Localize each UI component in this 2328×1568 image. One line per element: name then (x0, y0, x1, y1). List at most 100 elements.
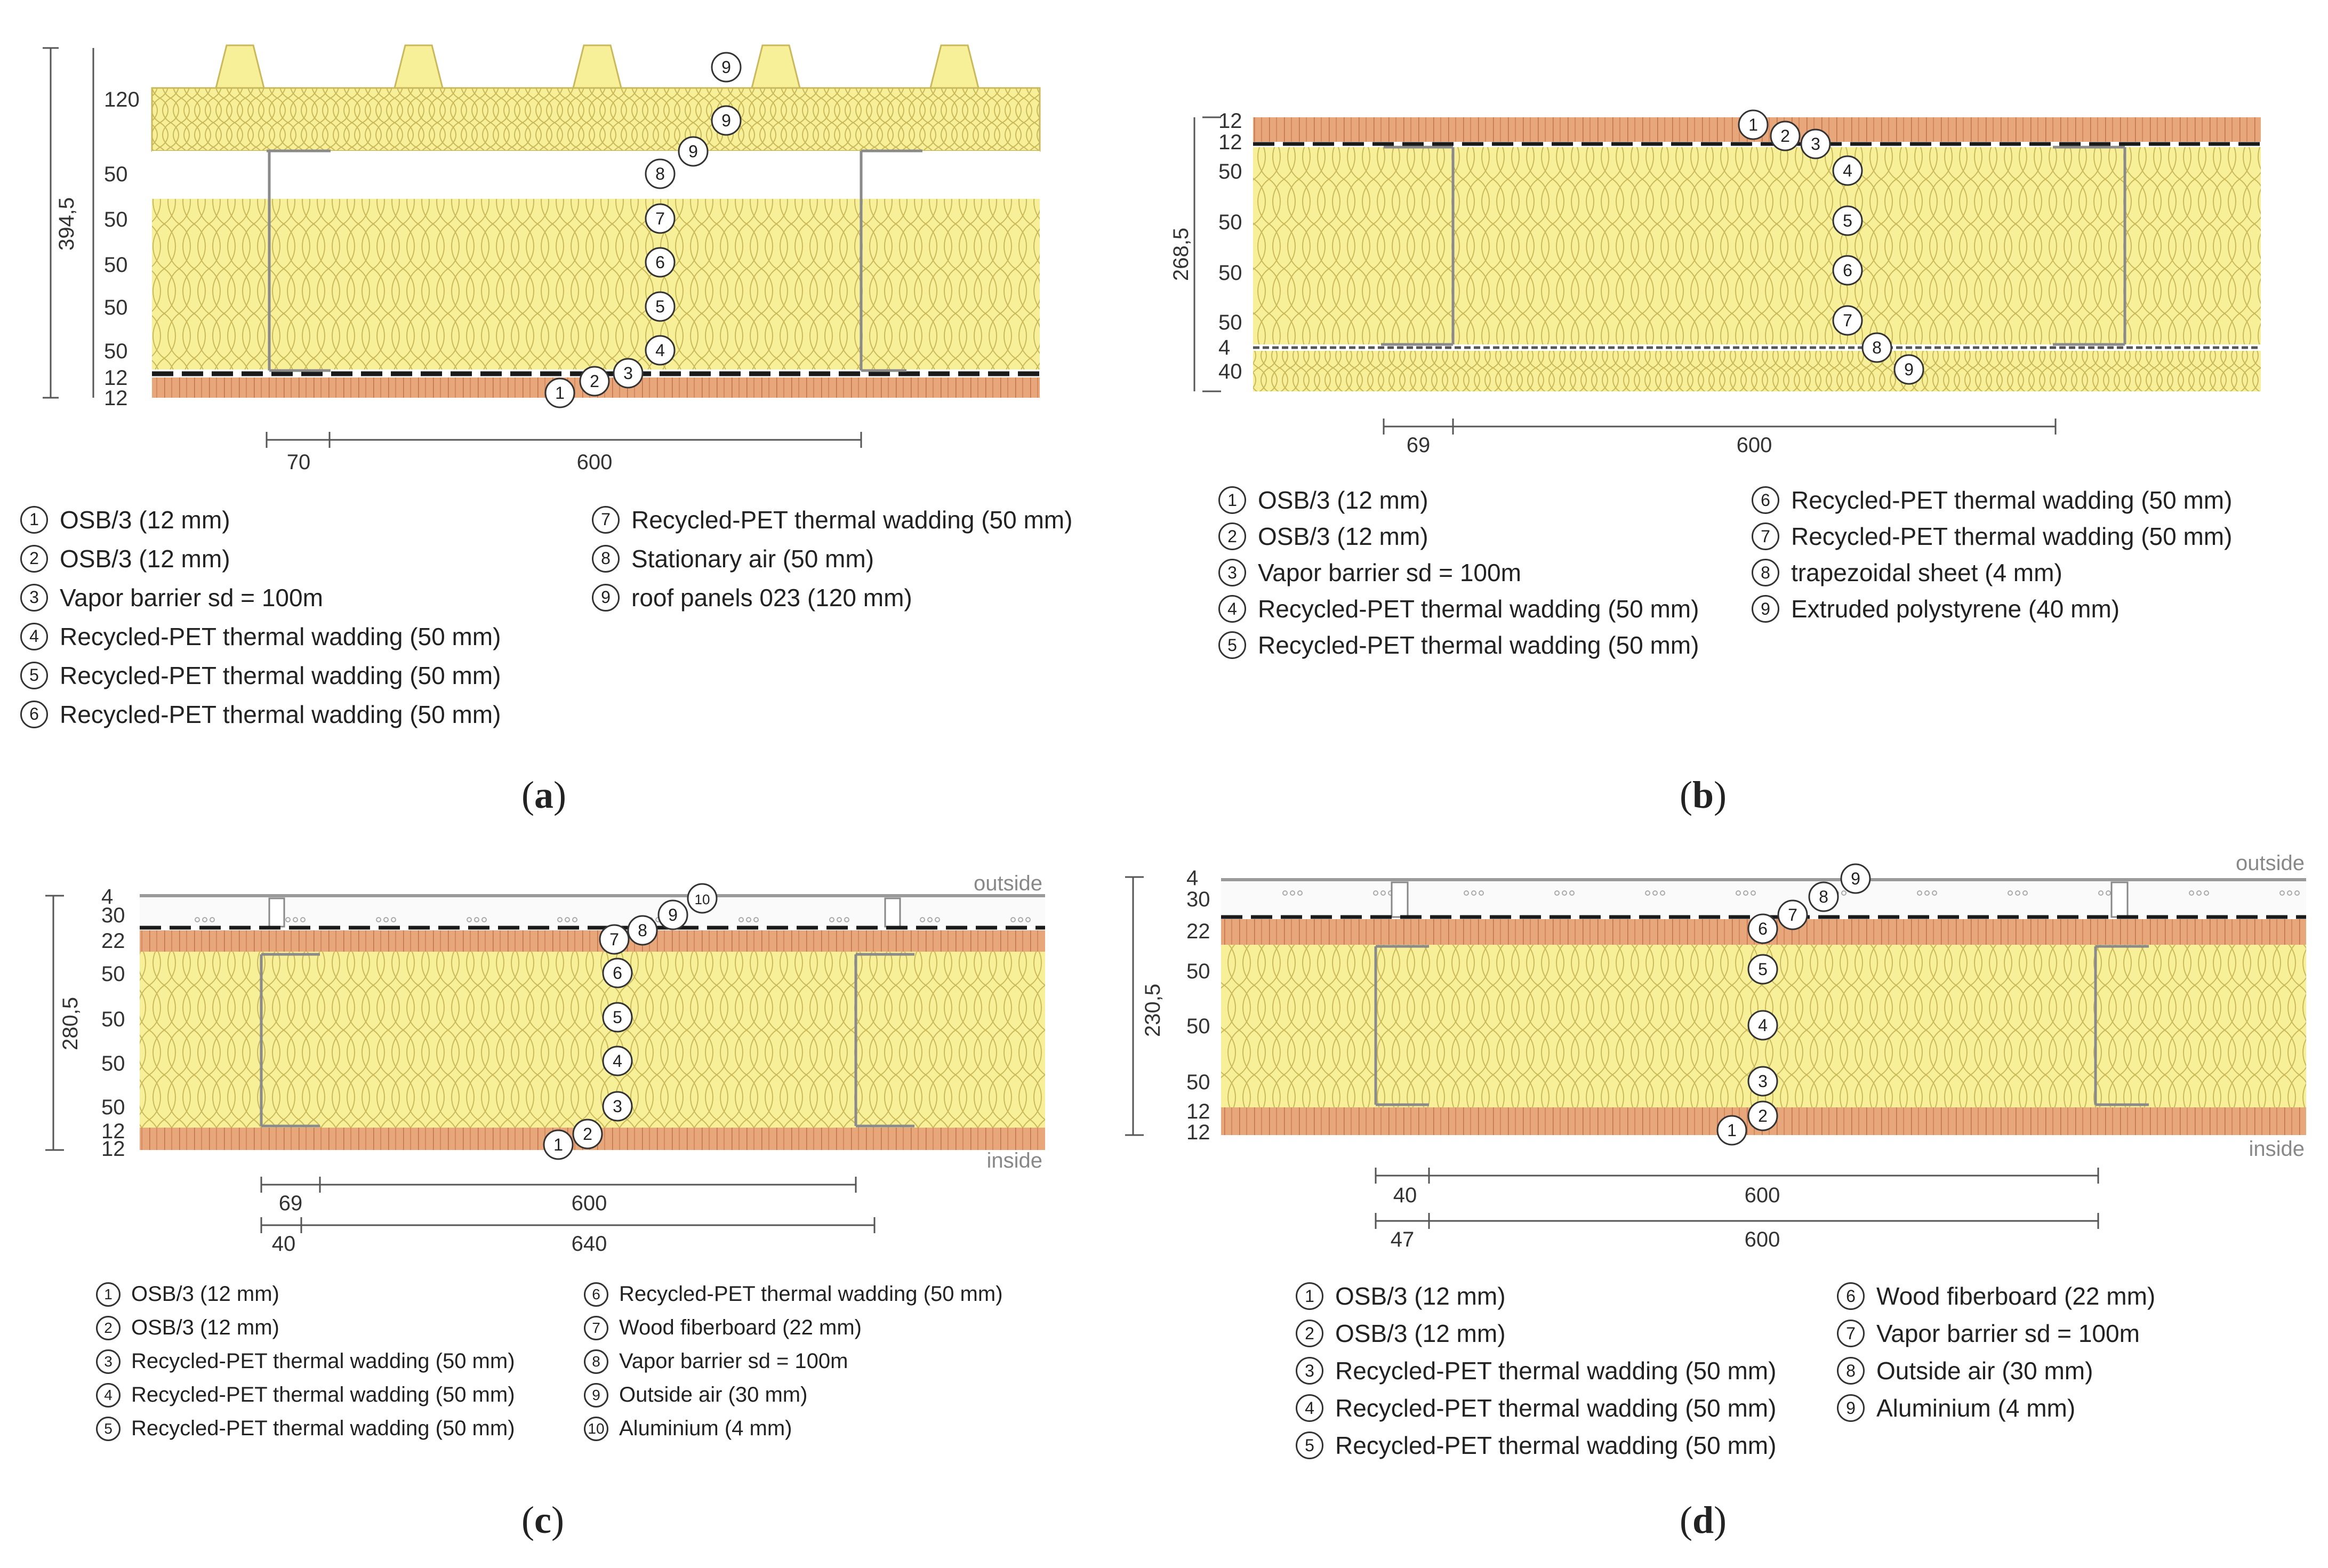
legend-text: roof panels 023 (120 mm) (631, 583, 912, 612)
legend-item: 7 Recycled-PET thermal wadding (50 mm) (592, 500, 1072, 539)
callout-number: 10 (695, 891, 710, 907)
thk-a-7: 12 (104, 366, 128, 390)
thk-b-3: 50 (1218, 160, 1242, 183)
thk-b-5: 50 (1218, 261, 1242, 285)
callout-circle (1800, 128, 1831, 159)
callout-circle (1747, 1010, 1778, 1041)
legend-number: 6 (584, 1282, 608, 1307)
legend-number: 2 (96, 1315, 121, 1340)
layer-thickness-labels-a: 120 50 50 50 50 50 12 12 (104, 88, 140, 410)
callout-circle (645, 247, 676, 278)
callout-circle (627, 915, 658, 946)
inside-label-c: inside (986, 1149, 1042, 1172)
callouts-b: 1 2 3 4 5 6 7 8 9 (1738, 109, 1924, 385)
legend-text: Recycled-PET thermal wadding (50 mm) (1335, 1432, 1777, 1459)
thk-a-6: 50 (104, 340, 128, 363)
legend-text: Recycled-PET thermal wadding (50 mm) (131, 1349, 515, 1373)
thk-a-3: 50 (104, 208, 128, 231)
thk-c-1: 4 (101, 885, 113, 908)
legend-text: OSB/3 (12 mm) (131, 1316, 279, 1339)
callout-number: 9 (721, 111, 731, 130)
legend-text: Recycled-PET thermal wadding (50 mm) (131, 1417, 515, 1440)
legend-number: 9 (1752, 595, 1779, 623)
outside-air-d (1221, 882, 2306, 917)
callout-number: 8 (1872, 338, 1882, 357)
legend-item: 6 Recycled-PET thermal wadding (50 mm) (584, 1277, 1003, 1311)
legend-text: Vapor barrier sd = 100m (1258, 559, 1521, 586)
callout-circle (1840, 863, 1871, 894)
spacing-c-3: 40 (272, 1232, 296, 1256)
thk-c-4: 50 (101, 962, 125, 986)
legend-text: Recycled-PET thermal wadding (50 mm) (631, 505, 1073, 534)
callout-circle (1832, 155, 1863, 186)
callouts-c: 1 2 3 4 5 6 7 8 9 10 (543, 883, 718, 1160)
legend-text: Recycled-PET thermal wadding (50 mm) (1258, 595, 1699, 623)
legend-text: Outside air (30 mm) (619, 1383, 808, 1406)
callout-circle (543, 1129, 574, 1160)
legend-item: 7 Wood fiberboard (22 mm) (584, 1311, 1003, 1345)
callout-number: 3 (623, 364, 633, 383)
thk-c-7: 50 (101, 1096, 125, 1119)
inside-label-d: inside (2249, 1137, 2305, 1161)
thk-d-1: 4 (1186, 866, 1198, 890)
thk-b-7: 4 (1218, 336, 1230, 359)
callout-number: 9 (721, 58, 731, 77)
legend-number: 5 (96, 1416, 121, 1441)
callout-circle (711, 105, 742, 136)
callout-number: 8 (655, 164, 665, 183)
callouts-d: 1 2 3 4 5 6 7 8 9 (1716, 863, 1871, 1146)
callout-circle (544, 377, 575, 408)
caption-b: (b) (1680, 774, 1727, 816)
callout-number: 9 (1851, 869, 1860, 888)
legend-number: 4 (96, 1382, 121, 1408)
callouts-a: 1 2 3 4 5 6 7 8 9 9 9 (544, 52, 742, 408)
legend-text: Recycled-PET thermal wadding (50 mm) (619, 1282, 1003, 1306)
thk-d-8: 12 (1186, 1121, 1210, 1144)
steel-studs-b (1381, 146, 2126, 346)
caption-letter-c: c (534, 1499, 551, 1541)
callout-circle (1716, 1115, 1747, 1146)
legend-number: 5 (1218, 631, 1246, 659)
spacing-d-2: 600 (1745, 1184, 1780, 1207)
total-thickness-c: 280,5 (59, 997, 82, 1050)
thk-d-4: 50 (1186, 960, 1210, 983)
legend-number: 4 (1218, 595, 1246, 623)
callout-circle (1893, 354, 1924, 385)
legend-item: 4 Recycled-PET thermal wadding (50 mm) (20, 617, 501, 656)
callout-number: 6 (1843, 261, 1852, 280)
legend-number: 7 (592, 505, 620, 534)
legend-item: 7 Recycled-PET thermal wadding (50 mm) (1752, 518, 2232, 554)
spacing-d-4: 600 (1745, 1228, 1780, 1251)
steel-studs-d (1374, 945, 2149, 1106)
thk-c-5: 50 (101, 1008, 125, 1031)
steel-studs-a (267, 149, 922, 372)
legend-number: 1 (1296, 1282, 1323, 1310)
callout-circle (1777, 899, 1808, 930)
legend-number: 8 (1837, 1357, 1865, 1385)
thk-b-2: 12 (1218, 131, 1242, 154)
callout-circle (645, 291, 676, 322)
thk-c-3: 22 (101, 929, 125, 953)
callout-circle (572, 1119, 603, 1149)
callout-number: 6 (613, 963, 622, 983)
legend-number: 3 (1218, 559, 1246, 586)
callout-circle (602, 1091, 633, 1122)
legend-number: 5 (1296, 1432, 1323, 1459)
legend-c-col1: 1 OSB/3 (12 mm) 2 OSB/3 (12 mm) 3 Recycled-… (96, 1277, 515, 1445)
callout-number: 2 (590, 372, 599, 391)
thk-a-2: 50 (104, 163, 128, 186)
callout-number: 1 (553, 1135, 563, 1154)
legend-item: 1 OSB/3 (12 mm) (1218, 482, 1699, 518)
legend-item: 4 Recycled-PET thermal wadding (50 mm) (96, 1378, 515, 1412)
legend-item: 3 Recycled-PET thermal wadding (50 mm) (96, 1345, 515, 1378)
caption-letter-a: a (534, 774, 553, 816)
thk-d-6: 50 (1186, 1071, 1210, 1094)
legend-item: 1 OSB/3 (12 mm) (96, 1277, 515, 1311)
spacing-c-1: 69 (279, 1192, 303, 1215)
callout-circle (1832, 255, 1863, 286)
caption-c: (c) (521, 1499, 564, 1541)
legend-number: 7 (1837, 1320, 1865, 1347)
callout-number: 2 (1758, 1106, 1768, 1125)
legend-text: Outside air (30 mm) (1876, 1357, 2093, 1385)
legend-item: 8 Stationary air (50 mm) (592, 539, 1072, 578)
